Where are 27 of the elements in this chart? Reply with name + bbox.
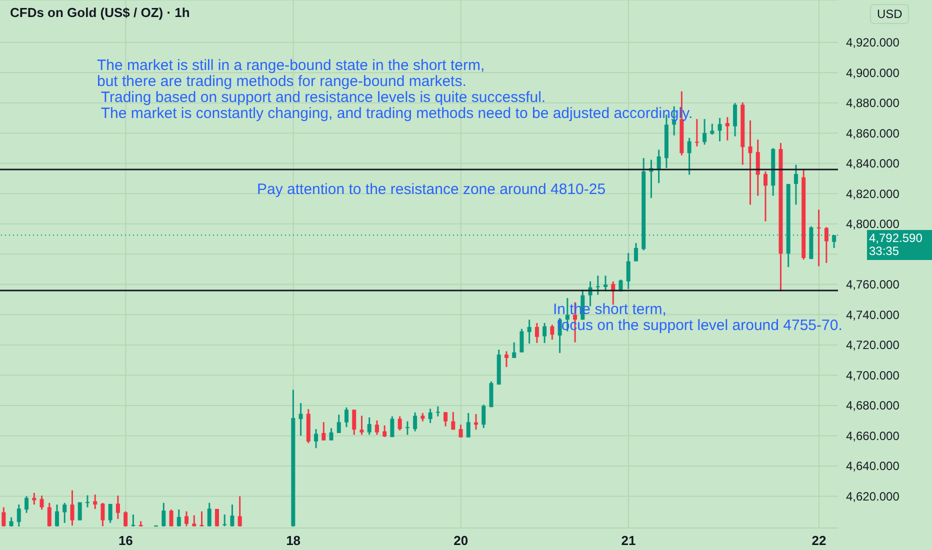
- y-tick-label: 4,920.000: [846, 36, 900, 50]
- candlestick: [214, 508, 219, 526]
- x-tick-label: 18: [286, 533, 301, 548]
- y-tick-label: 4,860.000: [846, 126, 900, 140]
- y-tick-label: 4,700.000: [846, 368, 900, 382]
- y-tick-label: 4,660.000: [846, 428, 900, 443]
- y-tick-label: 4,840.000: [846, 156, 900, 171]
- y-tick-label: 4,740.000: [846, 308, 900, 322]
- y-tick-label: 4,620.000: [846, 489, 900, 504]
- x-tick-label: 20: [454, 533, 468, 548]
- text: 33:35: [869, 244, 900, 258]
- y-tick-label: 4,820.000: [846, 186, 900, 201]
- candlestick: [78, 502, 82, 520]
- y-tick-label: 4,760.000: [846, 278, 900, 292]
- x-tick-label: 22: [812, 533, 826, 548]
- chart-title: CFDs on Gold (US$ / OZ) · 1h: [10, 5, 190, 20]
- y-tick-label: 4,640.000: [846, 459, 900, 474]
- x-tick-label: 16: [118, 533, 133, 548]
- y-tick-label: 4,720.000: [846, 338, 900, 352]
- ref-line-label: 4,792.590: [869, 231, 924, 246]
- annotation: Pay attention to the resistance zone around 4810-25: [257, 181, 606, 198]
- y-tick-label: 4,880.000: [846, 96, 900, 110]
- x-tick-label: 21: [621, 533, 636, 548]
- y-tick-label: 4,680.000: [846, 398, 900, 413]
- y-tick-label: 4,800.000: [846, 217, 900, 232]
- text: USD: [870, 4, 910, 24]
- y-tick-label: 4,900.000: [846, 66, 900, 80]
